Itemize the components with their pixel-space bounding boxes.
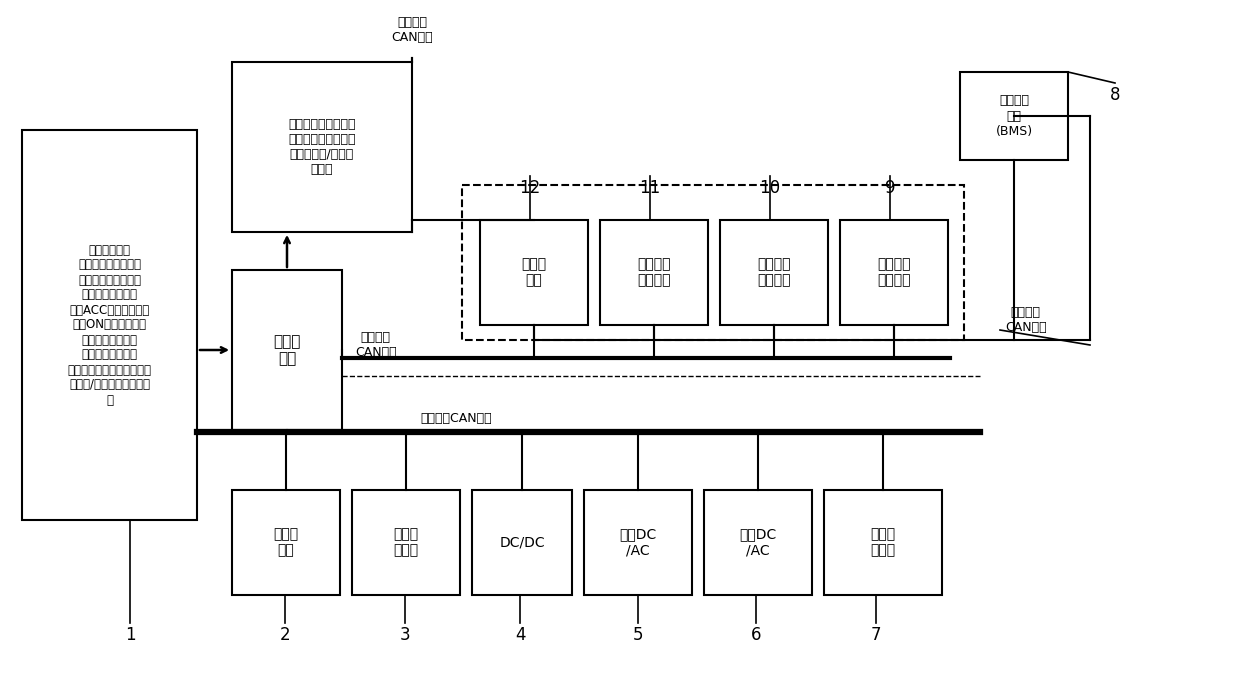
Text: 6: 6: [751, 626, 761, 644]
Text: 气泵DC
/AC: 气泵DC /AC: [620, 527, 657, 558]
Text: 车身第一
CAN总线: 车身第一 CAN总线: [1005, 306, 1047, 334]
Bar: [462, 185, 964, 340]
Text: 绝缘检
测单元: 绝缘检 测单元: [871, 527, 896, 558]
Bar: [840, 220, 948, 325]
Text: 整车控
制器: 整车控 制器: [274, 334, 301, 366]
Bar: [600, 220, 707, 325]
Bar: [720, 220, 828, 325]
Bar: [22, 130, 197, 520]
Text: 3: 3: [400, 626, 410, 644]
Text: 12: 12: [519, 179, 540, 197]
Bar: [352, 490, 460, 595]
Text: DC/DC: DC/DC: [499, 535, 545, 550]
Text: 车身第二
CAN总线: 车身第二 CAN总线: [392, 16, 432, 44]
Text: 1: 1: [125, 626, 135, 644]
Text: 10: 10: [760, 179, 781, 197]
Bar: [472, 490, 572, 595]
Text: 发电机
控制器: 发电机 控制器: [394, 527, 419, 558]
Bar: [960, 72, 1068, 160]
Bar: [479, 220, 589, 325]
Text: 高压接触器控制信号
发动机电子油门信号
发动机启动/停止控
制信号: 高压接触器控制信号 发动机电子油门信号 发动机启动/停止控 制信号: [289, 118, 356, 176]
Text: 8: 8: [1110, 86, 1120, 104]
Bar: [232, 62, 413, 232]
Text: 第二防水
通用模块: 第二防水 通用模块: [757, 258, 790, 287]
Text: 数字化
仪表: 数字化 仪表: [522, 258, 546, 287]
Text: 电机控
制器: 电机控 制器: [274, 527, 299, 558]
Text: 油泵DC
/AC: 油泵DC /AC: [740, 527, 777, 558]
Text: 第一防水
通用模块: 第一防水 通用模块: [637, 258, 670, 287]
Bar: [232, 270, 342, 430]
Text: 行车档位信号
高压控制器开关信号
高压接触器反馈信号
充电连锁开关信号
钥匙ACC档位开关信号
钥匙ON档位开关信号
油门踏板位置信号
制动踏板位置信号
空调压: 行车档位信号 高压控制器开关信号 高压接触器反馈信号 充电连锁开关信号 钥匙AC…: [67, 243, 151, 406]
Bar: [704, 490, 812, 595]
Text: 4: 4: [514, 626, 525, 644]
Text: 9: 9: [885, 179, 896, 197]
Bar: [584, 490, 693, 595]
Text: 2: 2: [280, 626, 290, 644]
Text: 整车第二
CAN总线: 整车第二 CAN总线: [356, 331, 396, 359]
Text: 5: 5: [633, 626, 643, 644]
Text: 7: 7: [871, 626, 881, 644]
Bar: [824, 490, 942, 595]
Text: 电池管理
系统
(BMS): 电池管理 系统 (BMS): [995, 95, 1032, 137]
Text: 11: 11: [639, 179, 660, 197]
Text: 整车第一CAN总线: 整车第一CAN总线: [420, 412, 492, 425]
Bar: [232, 490, 339, 595]
Text: 第三防水
通用模块: 第三防水 通用模块: [877, 258, 911, 287]
